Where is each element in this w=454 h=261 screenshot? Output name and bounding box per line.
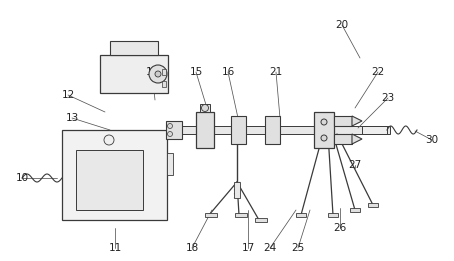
Text: 15: 15	[189, 67, 202, 77]
Bar	[231, 116, 246, 144]
Circle shape	[149, 65, 167, 83]
Bar	[368, 203, 378, 207]
Text: 16: 16	[222, 67, 235, 77]
Bar	[235, 213, 247, 217]
Bar	[234, 182, 240, 198]
Polygon shape	[352, 116, 362, 126]
Text: 25: 25	[291, 243, 305, 253]
Text: 26: 26	[333, 223, 346, 233]
Circle shape	[168, 123, 173, 128]
Bar	[362, 126, 387, 134]
Bar	[182, 126, 390, 134]
Text: 22: 22	[371, 67, 385, 77]
Bar	[200, 104, 210, 112]
Circle shape	[155, 71, 161, 77]
Bar	[162, 69, 166, 75]
Text: 10: 10	[15, 173, 29, 183]
Bar	[334, 134, 352, 144]
Bar	[314, 112, 334, 148]
Text: 27: 27	[348, 160, 362, 170]
Text: 30: 30	[425, 135, 439, 145]
Text: 11: 11	[109, 243, 122, 253]
Bar	[205, 213, 217, 217]
Text: 17: 17	[242, 243, 255, 253]
Circle shape	[321, 119, 327, 125]
Text: 14: 14	[145, 67, 158, 77]
Text: 24: 24	[263, 243, 276, 253]
Bar	[334, 116, 352, 126]
Bar	[166, 121, 182, 139]
Bar	[196, 112, 214, 148]
Polygon shape	[352, 134, 362, 144]
Circle shape	[168, 132, 173, 137]
Bar	[167, 153, 173, 175]
Circle shape	[321, 135, 327, 141]
Bar	[328, 213, 338, 217]
Text: 21: 21	[269, 67, 283, 77]
Bar	[265, 116, 280, 144]
Bar	[110, 41, 158, 55]
Bar	[162, 81, 166, 87]
Text: 18: 18	[185, 243, 199, 253]
Bar	[62, 130, 167, 220]
Bar	[76, 150, 143, 210]
Bar	[296, 213, 306, 217]
Text: 12: 12	[61, 90, 74, 100]
Circle shape	[104, 135, 114, 145]
Text: 13: 13	[65, 113, 79, 123]
Text: 20: 20	[336, 20, 349, 30]
Circle shape	[202, 104, 208, 111]
Bar	[255, 218, 267, 222]
Text: 23: 23	[381, 93, 395, 103]
Bar	[350, 208, 360, 212]
Bar	[100, 55, 168, 93]
